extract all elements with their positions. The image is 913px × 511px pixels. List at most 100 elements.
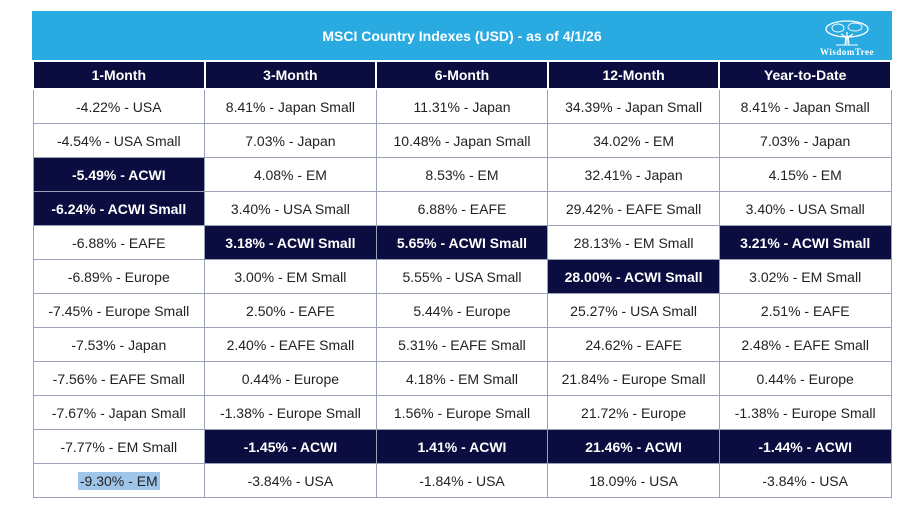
cell-text: 0.44% - Europe xyxy=(241,370,340,387)
returns-table: 1-Month 3-Month 6-Month 12-Month Year-to-Dat… xyxy=(32,60,892,498)
cell-text: 6.88% - EAFE xyxy=(417,200,507,217)
selected-cell-text: -9.30% - EM xyxy=(77,471,160,490)
table-cell: -7.77% - EM Small xyxy=(32,429,206,464)
table-cell: 4.18% - EM Small xyxy=(375,361,549,396)
table-cell: -6.89% - Europe xyxy=(32,259,206,294)
cell-text: -1.38% - Europe Small xyxy=(734,404,876,421)
table-cell: 6.88% - EAFE xyxy=(375,191,549,226)
table-cell: 1.56% - Europe Small xyxy=(375,395,549,430)
table-cell: 0.44% - Europe xyxy=(204,361,377,396)
table-cell: 7.03% - Japan xyxy=(204,123,377,158)
table-row: -7.45% - Europe Small 2.50% - EAFE 5.44% -… xyxy=(32,293,892,328)
column-header: 6-Month xyxy=(375,60,549,90)
table-cell: -7.45% - Europe Small xyxy=(32,293,206,328)
table-cell: 21.46% - ACWI xyxy=(547,429,720,464)
cell-text: 7.03% - Japan xyxy=(760,132,851,149)
cell-text: 1.56% - Europe Small xyxy=(393,404,531,421)
table-cell: 8.41% - Japan Small xyxy=(204,88,377,124)
table-row: -7.56% - EAFE Small 0.44% - Europe 4.18% -… xyxy=(32,361,892,396)
cell-text: 21.72% - Europe xyxy=(581,404,687,421)
table-cell: 5.31% - EAFE Small xyxy=(375,327,549,362)
cell-text: -3.84% - USA xyxy=(762,472,848,489)
table-cell: -1.38% - Europe Small xyxy=(718,395,892,430)
table-cell: 8.41% - Japan Small xyxy=(718,88,892,124)
table-cell: 25.27% - USA Small xyxy=(547,293,720,328)
cell-text: 3.40% - USA Small xyxy=(230,200,350,217)
table-cell: 28.00% - ACWI Small xyxy=(547,259,720,294)
table-cell: 11.31% - Japan xyxy=(375,88,549,124)
cell-text: 3.18% - ACWI Small xyxy=(225,234,356,251)
table-cell: 18.09% - USA xyxy=(547,463,720,498)
cell-text: 3.21% - ACWI Small xyxy=(740,234,871,251)
column-header: Year-to-Date xyxy=(718,60,892,90)
table-cell: -9.30% - EM xyxy=(32,463,206,498)
cell-text: 5.44% - Europe xyxy=(413,302,511,319)
cell-text: -7.77% - EM Small xyxy=(60,438,178,455)
cell-text: 4.15% - EM xyxy=(768,166,842,183)
cell-text: 25.27% - USA Small xyxy=(570,302,697,319)
table-cell: -1.44% - ACWI xyxy=(718,429,892,464)
cell-text: 2.40% - EAFE Small xyxy=(226,336,355,353)
table-cell: -5.49% - ACWI xyxy=(32,157,206,192)
table-row: -7.77% - EM Small -1.45% - ACWI 1.41% - AC… xyxy=(32,429,892,464)
table-cell: 21.72% - Europe xyxy=(547,395,720,430)
column-header: 3-Month xyxy=(203,60,378,90)
table-cell: 8.53% - EM xyxy=(375,157,549,192)
table-row: -7.53% - Japan 2.40% - EAFE Small 5.31% - … xyxy=(32,327,892,362)
table-cell: 24.62% - EAFE xyxy=(547,327,720,362)
column-header: 12-Month xyxy=(546,60,721,90)
cell-text: 32.41% - Japan xyxy=(584,166,683,183)
cell-text: 8.41% - Japan Small xyxy=(740,98,870,115)
cell-text: 34.02% - EM xyxy=(593,132,675,149)
table-cell: 2.51% - EAFE xyxy=(718,293,892,328)
table-cell: 3.21% - ACWI Small xyxy=(718,225,892,260)
wisdomtree-logo: WisdomTree xyxy=(812,17,882,57)
cell-text: -1.38% - Europe Small xyxy=(219,404,361,421)
table-cell: -4.54% - USA Small xyxy=(32,123,206,158)
cell-text: -1.84% - USA xyxy=(419,472,505,489)
table-cell: 3.40% - USA Small xyxy=(204,191,377,226)
header-row: 1-Month 3-Month 6-Month 12-Month Year-to-Dat… xyxy=(32,60,892,90)
table-cell: -7.56% - EAFE Small xyxy=(32,361,206,396)
cell-text: -7.56% - EAFE Small xyxy=(52,370,185,387)
table-cell: 28.13% - EM Small xyxy=(547,225,720,260)
table-title: MSCI Country Indexes (USD) - as of 4/1/2… xyxy=(322,27,602,44)
cell-text: 0.44% - Europe xyxy=(756,370,854,387)
cell-text: 8.41% - Japan Small xyxy=(225,98,355,115)
cell-text: 34.39% - Japan Small xyxy=(565,98,703,115)
table-cell: 2.40% - EAFE Small xyxy=(204,327,377,362)
table-cell: 4.15% - EM xyxy=(718,157,892,192)
cell-text: -6.88% - EAFE xyxy=(72,234,166,251)
table-cell: -3.84% - USA xyxy=(718,463,892,498)
cell-text: 2.50% - EAFE xyxy=(246,302,335,319)
table-cell: 1.41% - ACWI xyxy=(375,429,549,464)
cell-text: -7.67% - Japan Small xyxy=(51,404,186,421)
cell-text: -1.44% - ACWI xyxy=(758,438,852,455)
msci-table-container: MSCI Country Indexes (USD) - as of 4/1/2… xyxy=(32,11,892,498)
table-cell: -6.24% - ACWI Small xyxy=(32,191,206,226)
logo-text: WisdomTree xyxy=(820,47,874,57)
table-cell: 5.44% - Europe xyxy=(375,293,549,328)
table-row: -4.54% - USA Small 7.03% - Japan 10.48% - … xyxy=(32,123,892,158)
cell-text: 4.08% - EM xyxy=(253,166,327,183)
cell-text: 3.00% - EM Small xyxy=(234,268,347,285)
table-cell: -1.45% - ACWI xyxy=(204,429,377,464)
cell-text: 3.02% - EM Small xyxy=(749,268,862,285)
table-cell: -1.38% - Europe Small xyxy=(204,395,377,430)
cell-text: 5.65% - ACWI Small xyxy=(396,234,528,251)
table-cell: -7.67% - Japan Small xyxy=(32,395,206,430)
table-cell: -1.84% - USA xyxy=(375,463,549,498)
cell-text: 3.40% - USA Small xyxy=(745,200,865,217)
cell-text: -1.45% - ACWI xyxy=(243,438,338,455)
table-cell: 29.42% - EAFE Small xyxy=(547,191,720,226)
cell-text: 2.48% - EAFE Small xyxy=(741,336,869,353)
table-cell: 2.50% - EAFE xyxy=(204,293,377,328)
table-cell: 10.48% - Japan Small xyxy=(375,123,549,158)
table-row: -4.22% - USA 8.41% - Japan Small 11.31% - … xyxy=(32,88,892,124)
cell-text: 4.18% - EM Small xyxy=(405,370,518,387)
table-cell: -4.22% - USA xyxy=(32,88,206,124)
table-cell: 5.55% - USA Small xyxy=(375,259,549,294)
cell-text: 21.46% - ACWI xyxy=(585,438,682,455)
cell-text: 28.13% - EM Small xyxy=(573,234,694,251)
cell-text: 10.48% - Japan Small xyxy=(393,132,531,149)
